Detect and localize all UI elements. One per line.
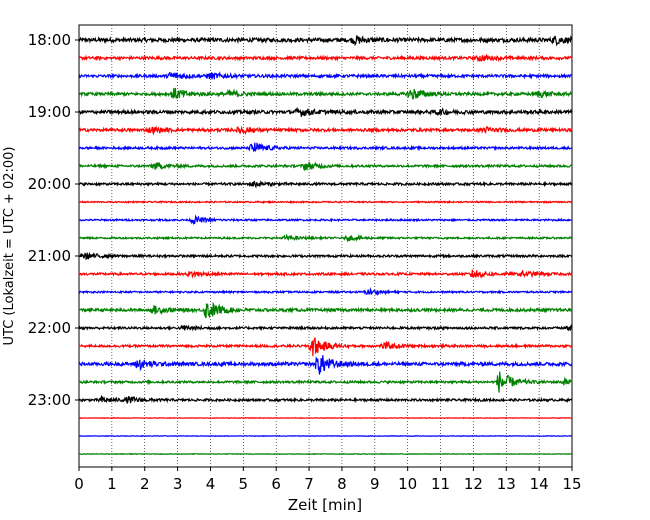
y-tick-label: 22:00 (28, 319, 71, 337)
x-tick-label: 11 (431, 475, 450, 493)
x-tick-label: 13 (497, 475, 516, 493)
y-ticks: 18:00 19:00 20:00 21:00 22:00 23:00 (28, 31, 79, 409)
trace-1815 (78, 53, 573, 63)
x-tick-label: 7 (304, 475, 314, 493)
y-tick-label: 20:00 (28, 175, 71, 193)
trace-2345 (78, 452, 573, 456)
trace-2145 (78, 301, 573, 319)
trace-1915 (78, 125, 573, 136)
trace-2300 (78, 394, 573, 404)
x-tick-label: 1 (107, 475, 117, 493)
trace-1830 (78, 71, 573, 80)
plot-frame (78, 24, 573, 468)
x-tick-label: 6 (271, 475, 281, 493)
trace-2330 (78, 434, 573, 438)
x-tick-label: 4 (206, 475, 216, 493)
y-tick-label: 18:00 (28, 31, 71, 49)
plot-frame-group (78, 24, 573, 468)
trace-1930 (78, 142, 573, 153)
x-tick-label: 3 (173, 475, 183, 493)
trace-2245 (78, 371, 573, 393)
trace-2130 (78, 287, 573, 297)
x-tick-label: 14 (530, 475, 549, 493)
x-tick-label: 8 (337, 475, 347, 493)
x-axis-label: Zeit [min] (288, 496, 362, 514)
trace-2000 (78, 180, 573, 189)
x-tick-label: 10 (398, 475, 417, 493)
y-tick-label: 21:00 (28, 247, 71, 265)
trace-2030 (78, 214, 573, 226)
trace-2315 (78, 416, 573, 420)
x-tick-label: 9 (370, 475, 380, 493)
x-tick-label: 12 (464, 475, 483, 493)
trace-1845 (78, 87, 573, 100)
x-tick-label: 0 (74, 475, 84, 493)
trace-2230 (78, 355, 573, 375)
trace-2015 (78, 199, 573, 205)
trace-2215 (78, 337, 573, 357)
x-tick-label: 5 (239, 475, 249, 493)
x-ticks: 0 1 2 3 4 5 6 7 8 9 10 11 12 13 14 15 (74, 467, 582, 493)
y-tick-label: 23:00 (28, 391, 71, 409)
trace-2200 (78, 324, 573, 332)
y-axis-label: UTC (Lokalzeit = UTC + 02:00) (2, 147, 17, 346)
trace-2115 (78, 269, 573, 279)
traces (78, 35, 573, 456)
trace-2045 (78, 233, 573, 243)
y-tick-label: 19:00 (28, 103, 71, 121)
trace-1800 (78, 35, 573, 47)
x-tick-label: 2 (140, 475, 150, 493)
trace-1900 (78, 106, 573, 117)
trace-1945 (78, 161, 573, 172)
x-tick-label: 15 (562, 475, 581, 493)
trace-2100 (78, 251, 573, 261)
